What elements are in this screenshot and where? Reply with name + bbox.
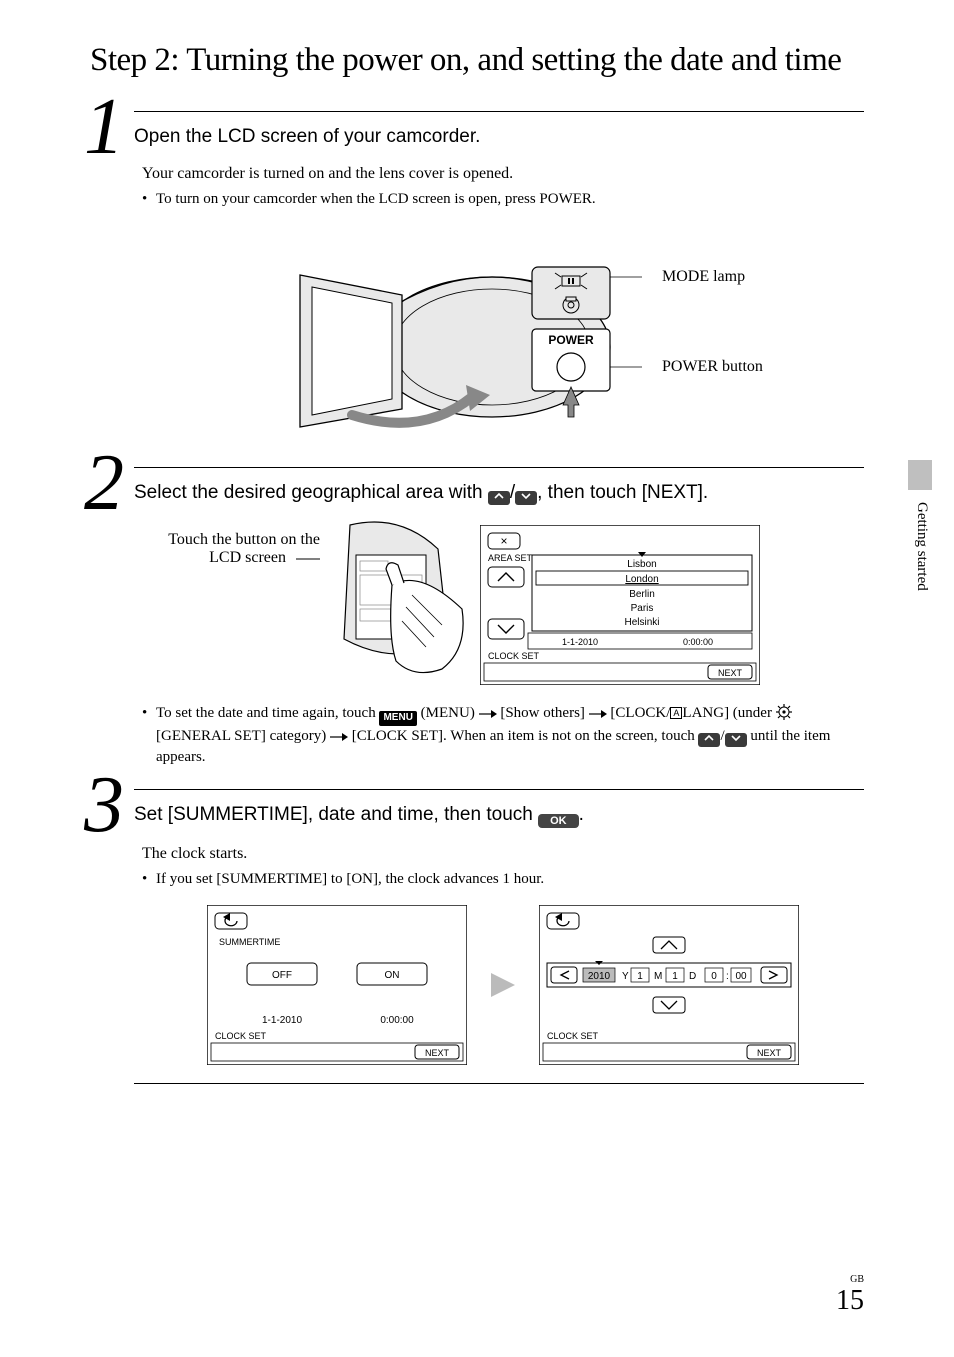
hand-touch-illustration: [330, 519, 470, 679]
step-2: 2 Select the desired geographical area w…: [90, 467, 864, 769]
page-number-value: 15: [836, 1285, 864, 1316]
clock-set-text: [CLOCK SET]. When an item is not on the …: [352, 728, 699, 744]
ok-button-icon: OK: [538, 814, 579, 828]
step-1-bullet: To turn on your camcorder when the LCD s…: [142, 189, 864, 211]
area-set-screen: × AREA SET Lisbon London Berlin Paris He…: [480, 525, 760, 685]
svg-text:×: ×: [500, 534, 507, 548]
svg-text:2010: 2010: [588, 971, 611, 982]
svg-text:0: 0: [711, 971, 717, 982]
svg-text:CLOCK SET: CLOCK SET: [215, 1031, 267, 1041]
svg-text:1-1-2010: 1-1-2010: [262, 1015, 302, 1026]
up-chip-icon: [488, 491, 510, 505]
svg-text:1-1-2010: 1-1-2010: [562, 637, 598, 647]
touch-caption: Touch the button on the LCD screen: [90, 519, 330, 567]
note-mid-1: (MENU): [421, 705, 479, 721]
step-1-number: 1: [84, 87, 124, 167]
step-3-end-rule: [134, 1083, 864, 1084]
page-region: GB: [836, 1274, 864, 1285]
touch-caption-line1: Touch the button on the: [168, 531, 320, 548]
power-word-svg: POWER: [548, 333, 594, 347]
step-3-rule: [134, 789, 864, 790]
step-2-heading: Select the desired geographical area wit…: [134, 482, 864, 505]
svg-text:Berlin: Berlin: [629, 589, 655, 600]
general-set-text: [GENERAL SET] category): [156, 728, 330, 744]
svg-text:ON: ON: [385, 970, 400, 981]
clock-lang-pre: [CLOCK/: [610, 705, 670, 721]
mode-lamp-label: MODE lamp: [662, 265, 745, 288]
step-3-text: The clock starts.: [142, 842, 864, 865]
svg-text:1: 1: [637, 971, 643, 982]
step-1-text: Your camcorder is turned on and the lens…: [142, 162, 864, 185]
svg-text:NEXT: NEXT: [425, 1048, 450, 1058]
side-tab-text: Getting started: [913, 502, 930, 591]
date-time-screen: 2010 Y 1 M 1 D 0 : 00: [539, 905, 799, 1065]
page-number: GB 15: [836, 1274, 864, 1317]
svg-text:London: London: [625, 574, 658, 585]
svg-text:Paris: Paris: [631, 603, 654, 614]
step-1-body: Your camcorder is turned on and the lens…: [142, 162, 864, 447]
up-chip-icon: [698, 733, 720, 747]
svg-text:AREA SET: AREA SET: [488, 553, 533, 563]
svg-text:OFF: OFF: [272, 970, 292, 981]
svg-text:0:00:00: 0:00:00: [380, 1015, 414, 1026]
step-3: 3 Set [SUMMERTIME], date and time, then …: [90, 789, 864, 1084]
page-title: Step 2: Turning the power on, and settin…: [90, 40, 864, 81]
svg-text:00: 00: [735, 971, 747, 982]
svg-text:D: D: [689, 971, 696, 982]
lang-a-icon: A: [670, 707, 682, 719]
svg-text::: :: [726, 971, 729, 982]
svg-text:Helsinki: Helsinki: [624, 617, 659, 628]
svg-text:SUMMERTIME: SUMMERTIME: [219, 937, 280, 947]
svg-text:NEXT: NEXT: [718, 668, 743, 678]
svg-text:CLOCK SET: CLOCK SET: [547, 1031, 599, 1041]
step-2-head-post: , then touch [NEXT].: [537, 482, 708, 503]
step-2-figures: Touch the button on the LCD screen: [90, 519, 864, 685]
caption-leader-line: [290, 555, 320, 563]
step-3-body: The clock starts. If you set [SUMMERTIME…: [142, 842, 864, 1065]
step-3-head-post: .: [579, 804, 584, 825]
down-chip-icon: [515, 491, 537, 505]
step-2-note: To set the date and time again, touch ME…: [142, 703, 864, 769]
step-2-number: 2: [84, 443, 124, 523]
svg-text:CLOCK SET: CLOCK SET: [488, 651, 540, 661]
step-3-bullet: If you set [SUMMERTIME] to [ON], the clo…: [142, 869, 864, 891]
side-tab: Getting started: [888, 490, 932, 650]
arrow-right-icon: [330, 732, 348, 742]
step-2-rule: [134, 467, 864, 468]
down-chip-icon: [725, 733, 747, 747]
step-3-screens: SUMMERTIME OFF ON 1-1-2010 0:00:00 CLOCK…: [142, 905, 864, 1065]
clock-lang-post: LANG] (under: [682, 705, 775, 721]
arrow-right-icon: [589, 709, 607, 719]
svg-text:M: M: [654, 971, 662, 982]
step-3-head-pre: Set [SUMMERTIME], date and time, then to…: [134, 804, 538, 825]
show-others-text: [Show others]: [500, 705, 585, 721]
svg-text:1: 1: [672, 971, 678, 982]
touch-caption-line2: LCD screen: [209, 549, 286, 566]
transition-arrow-icon: [491, 973, 515, 997]
step-3-heading: Set [SUMMERTIME], date and time, then to…: [134, 804, 864, 828]
step-2-bullet: To set the date and time again, touch ME…: [142, 703, 864, 769]
svg-text:Lisbon: Lisbon: [627, 559, 656, 570]
step-2-head-pre: Select the desired geographical area wit…: [134, 482, 488, 503]
step-1: 1 Open the LCD screen of your camcorder.…: [90, 111, 864, 447]
page: Step 2: Turning the power on, and settin…: [0, 0, 954, 1357]
step-1-heading: Open the LCD screen of your camcorder.: [134, 126, 864, 148]
power-button-label: POWER button: [662, 355, 763, 378]
side-tab-marker: [908, 460, 932, 490]
step-1-rule: [134, 111, 864, 112]
gear-icon: [776, 704, 792, 720]
camcorder-illustration: POWER: [242, 227, 642, 447]
arrow-right-icon: [479, 709, 497, 719]
summertime-screen: SUMMERTIME OFF ON 1-1-2010 0:00:00 CLOCK…: [207, 905, 467, 1065]
svg-text:NEXT: NEXT: [757, 1048, 782, 1058]
svg-text:0:00:00: 0:00:00: [683, 637, 713, 647]
svg-text:Y: Y: [622, 971, 629, 982]
menu-icon: MENU: [379, 711, 416, 726]
camcorder-figure: POWER MODE lamp POWER button: [242, 227, 882, 447]
note-pre: To set the date and time again, touch: [156, 705, 379, 721]
step-3-number: 3: [84, 765, 124, 845]
